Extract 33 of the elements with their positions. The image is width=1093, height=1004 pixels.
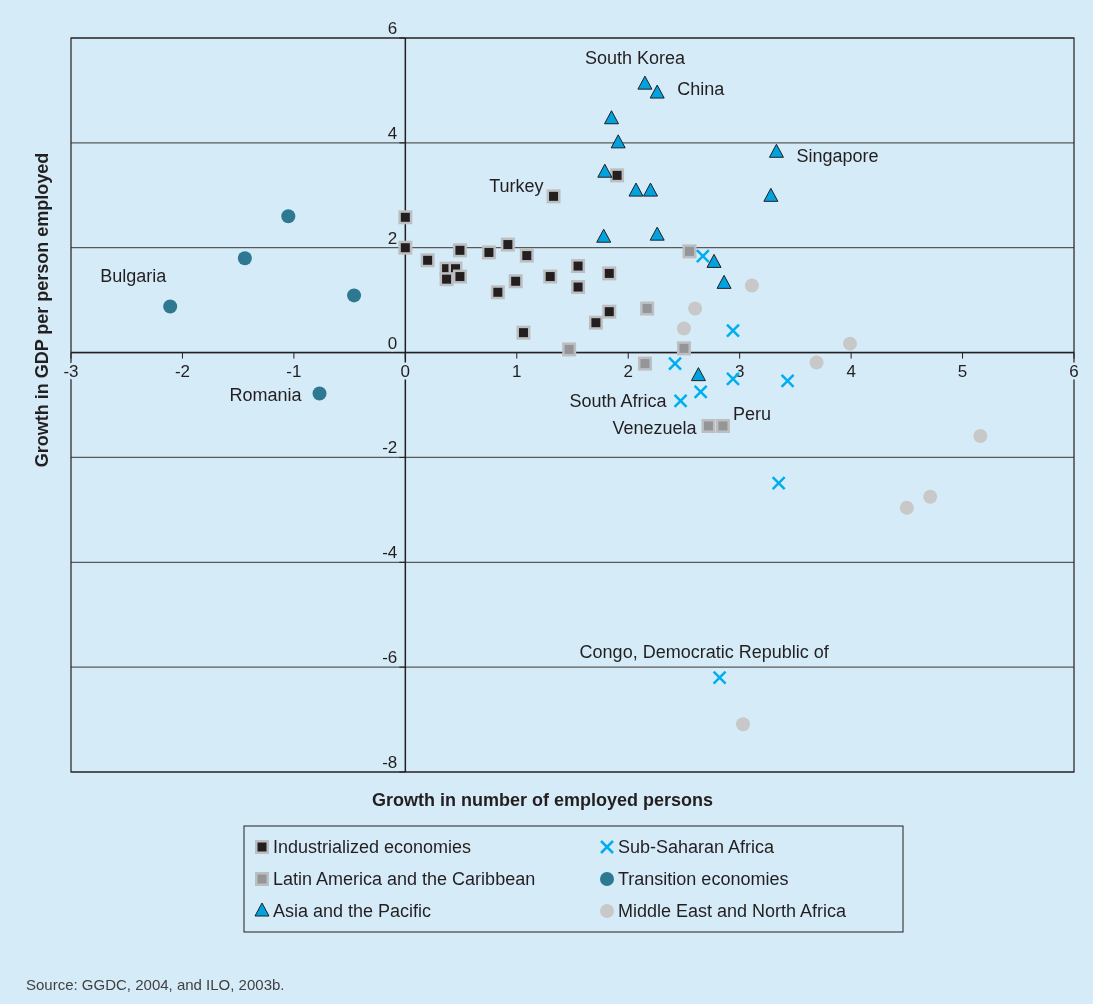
- legend-label: Asia and the Pacific: [273, 901, 432, 921]
- legend-label: Middle East and North Africa: [618, 901, 848, 921]
- x-tick-label: 4: [846, 361, 856, 381]
- y-tick-label: 4: [387, 123, 398, 143]
- y-tick-label: 2: [387, 228, 398, 248]
- annotation: Venezuela: [612, 417, 698, 438]
- legend-label: Sub-Saharan Africa: [618, 837, 776, 857]
- source-note: Source: GGDC, 2004, and ILO, 2003b.: [26, 976, 285, 993]
- legend-label: Transition economies: [618, 869, 789, 889]
- x-tick-label: -1: [286, 361, 302, 381]
- annotation: Romania: [229, 385, 303, 406]
- annotation: South Korea: [584, 48, 686, 69]
- x-axis-title: Growth in number of employed persons: [371, 790, 714, 810]
- y-axis-title: Growth in GDP per person employed: [32, 152, 52, 468]
- y-tick-label: -6: [382, 648, 398, 668]
- annotation: Singapore: [796, 146, 879, 167]
- annotation: Peru: [732, 403, 771, 424]
- legend-label: Latin America and the Caribbean: [273, 869, 536, 889]
- x-tick-label: 2: [623, 361, 633, 381]
- y-tick-label: -4: [382, 543, 398, 563]
- annotation: China: [677, 79, 726, 100]
- x-tick-label: 5: [957, 361, 968, 381]
- legend-label: Industrialized economies: [273, 837, 472, 857]
- annotation: South Africa: [569, 390, 668, 411]
- x-tick-label: 1: [512, 361, 522, 381]
- annotation: Congo, Democratic Republic of: [579, 641, 830, 662]
- y-tick-label: 6: [387, 19, 398, 38]
- y-tick-label: 0: [387, 333, 398, 353]
- x-tick-label: -2: [174, 361, 191, 381]
- annotation: Turkey: [489, 176, 544, 197]
- annotation: Bulgaria: [100, 266, 168, 287]
- y-tick-label: -2: [382, 438, 398, 458]
- y-tick-label: -8: [382, 753, 398, 772]
